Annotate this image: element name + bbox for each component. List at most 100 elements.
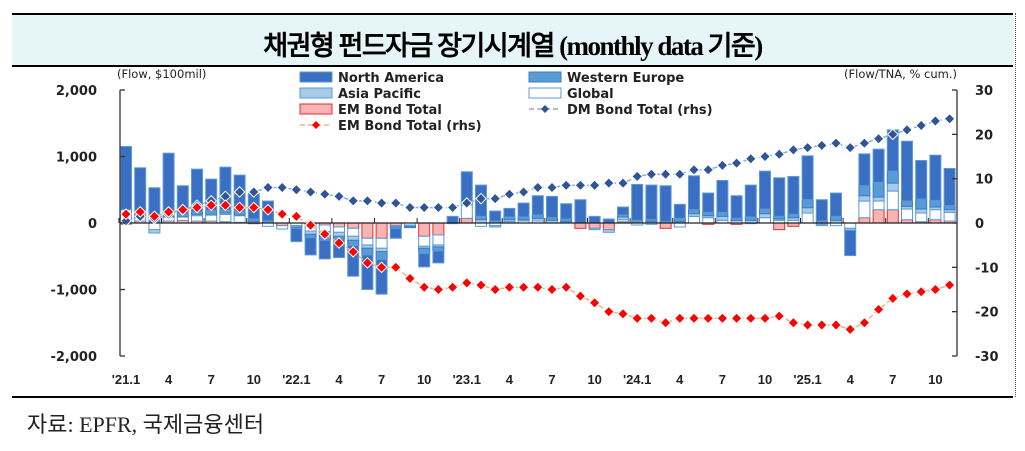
bar-asia-pacific (148, 229, 161, 234)
x-axis-tick-label: '24.1 (623, 372, 651, 387)
bar-global (276, 225, 289, 230)
marker-em-bond-total-rhs- (233, 201, 246, 214)
marker-em-bond-total-rhs- (162, 206, 175, 218)
marker-dm-bond-total-rhs- (943, 112, 956, 125)
marker-em-bond-total-rhs- (262, 203, 274, 216)
x-axis-tick-label: 10 (587, 372, 601, 387)
bar-north-america (531, 195, 544, 216)
bar-north-america (489, 210, 502, 222)
x-axis-tick-label: 4 (847, 372, 855, 387)
bar-north-america (290, 227, 303, 243)
marker-em-bond-total-rhs- (375, 261, 388, 274)
x-axis-tick-label: 10 (417, 372, 431, 387)
marker-em-bond-total-rhs- (290, 210, 303, 223)
bar-north-america (560, 203, 573, 220)
legend-marker (541, 105, 549, 113)
legend-swatch (299, 103, 333, 115)
right-axis-tick-label: 0 (975, 217, 984, 232)
marker-em-bond-total-rhs- (659, 316, 672, 329)
bar-western-europe (943, 205, 956, 211)
marker-dm-bond-total-rhs- (574, 179, 587, 192)
bar-asia-pacific (489, 225, 502, 228)
bar-global (801, 212, 814, 224)
marker-dm-bond-total-rhs- (560, 179, 573, 192)
bar-western-europe (404, 225, 416, 229)
bar-north-america (759, 170, 771, 210)
bar-em-bond-total (602, 222, 615, 231)
legend-item: North America (299, 71, 444, 86)
source-note: 자료: EPFR, 국제금융센터 (27, 412, 265, 437)
marker-em-bond-total-rhs- (716, 312, 729, 325)
marker-em-bond-total-rhs- (460, 276, 473, 289)
marker-em-bond-total-rhs- (560, 281, 573, 294)
marker-dm-bond-total-rhs- (475, 192, 487, 205)
x-axis-tick-label: '22.1 (282, 372, 310, 387)
marker-em-bond-total-rhs- (588, 296, 601, 309)
bar-global (759, 217, 771, 224)
marker-dm-bond-total-rhs- (588, 179, 601, 192)
bar-em-bond-total (347, 222, 360, 229)
marker-dm-bond-total-rhs- (375, 197, 388, 209)
marker-dm-bond-total-rhs- (744, 152, 757, 165)
marker-dm-bond-total-rhs- (858, 137, 871, 150)
marker-em-bond-total-rhs- (901, 288, 913, 300)
bar-global (901, 208, 913, 221)
marker-dm-bond-total-rhs- (659, 168, 672, 181)
bar-north-america (702, 192, 715, 213)
bar-north-america (318, 239, 331, 260)
bar-global (333, 226, 345, 233)
marker-dm-bond-total-rhs- (617, 177, 629, 190)
marker-dm-bond-total-rhs- (247, 186, 260, 198)
bar-western-europe (347, 239, 360, 247)
bar-global (432, 234, 445, 246)
x-axis-tick-label: 4 (165, 372, 173, 387)
bar-western-europe (929, 199, 942, 208)
marker-dm-bond-total-rhs- (673, 168, 686, 181)
bar-global (872, 200, 885, 211)
right-axis-unit-label: (Flow/TNA, % cum.) (844, 67, 957, 81)
x-axis-tick-label: 7 (548, 372, 555, 387)
legend-label: DM Bond Total (rhs) (567, 103, 713, 118)
bar-north-america (347, 245, 360, 277)
bar-global (929, 209, 942, 221)
marker-em-bond-total-rhs- (134, 206, 147, 218)
lines-layer (120, 112, 956, 336)
bar-north-america (588, 215, 601, 224)
bar-em-bond-total (375, 222, 388, 239)
marker-em-bond-total-rhs- (574, 290, 587, 303)
marker-em-bond-total-rhs- (389, 261, 402, 274)
legend-label: Asia Pacific (338, 87, 421, 102)
marker-em-bond-total-rhs- (418, 281, 431, 294)
marker-dm-bond-total-rhs- (446, 201, 459, 214)
bar-em-bond-total (659, 222, 672, 229)
bar-em-bond-total (432, 222, 445, 236)
marker-em-bond-total-rhs- (929, 283, 942, 296)
bar-north-america (730, 195, 743, 219)
title-band: 채권형 펀드자금 장기시계열 (monthly data 기준) (12, 13, 1013, 67)
bar-north-america (617, 206, 629, 216)
bar-north-america (517, 202, 530, 218)
bar-global (361, 237, 374, 246)
bar-em-bond-total (773, 222, 786, 231)
marker-dm-bond-total-rhs- (546, 181, 558, 194)
bar-global (191, 215, 203, 222)
marker-em-bond-total-rhs- (120, 208, 132, 221)
marker-em-bond-total-rhs- (148, 210, 161, 223)
legend-item: Western Europe (528, 71, 684, 86)
marker-dm-bond-total-rhs- (815, 139, 828, 152)
bar-western-europe (759, 208, 771, 215)
marker-em-bond-total-rhs- (830, 319, 842, 331)
marker-em-bond-total-rhs- (503, 281, 516, 294)
bar-em-bond-total (858, 217, 871, 224)
bar-asia-pacific (886, 182, 899, 192)
marker-em-bond-total-rhs- (886, 292, 899, 305)
left-axis-tick-label: 1,000 (56, 151, 97, 166)
marker-em-bond-total-rhs- (602, 305, 615, 318)
bar-asia-pacific (858, 195, 871, 202)
bar-global (943, 211, 956, 222)
bar-asia-pacific (815, 223, 828, 227)
left-axis-unit-label: (Flow, $100mil) (117, 67, 206, 81)
bar-north-america (631, 183, 644, 221)
marker-em-bond-total-rhs- (815, 319, 828, 331)
x-axis-tick-label: 7 (889, 372, 896, 387)
